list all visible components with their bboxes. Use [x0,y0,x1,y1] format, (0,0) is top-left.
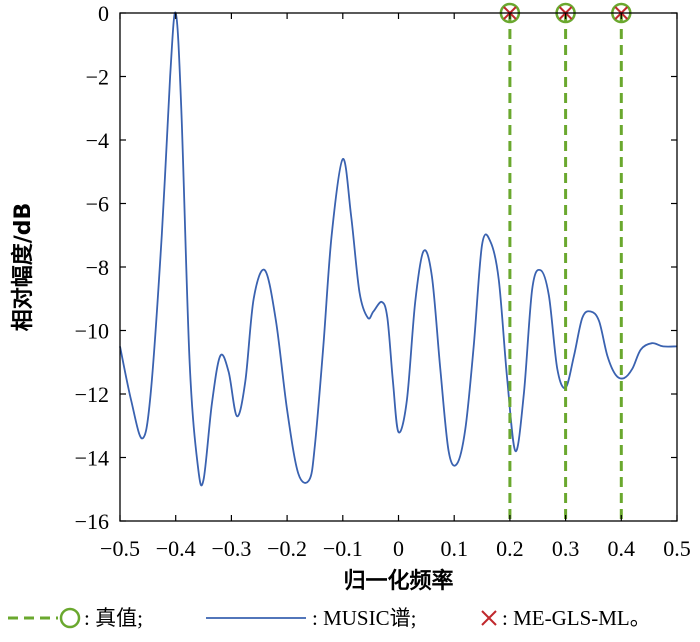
x-tick-label: −0.4 [156,536,196,561]
plot-frame [119,12,678,522]
y-tick-label: −6 [86,192,109,217]
x-tick-label: 0.5 [663,536,691,561]
x-tick-label: −0.3 [211,536,251,561]
y-tick-label: −8 [86,255,109,280]
x-tick-label: −0.5 [100,536,140,561]
legend-music-label: : MUSIC谱; [312,606,416,630]
x-tick-label: 0.4 [608,536,636,561]
legend-truth-label: : 真值; [84,606,143,630]
y-axis-title: 相对幅度/dB [10,203,36,332]
legend: : 真值; : MUSIC谱; : ME-GLS-ML。 [8,606,651,630]
legend-me-gls-ml-x-marker [481,610,497,626]
x-tick-label: 0 [393,536,404,561]
x-tick-label: 0.3 [552,536,580,561]
y-tick-label: −4 [86,128,109,153]
y-tick-label: 0 [98,1,109,26]
music-spectrum-line [119,11,678,487]
y-tick-label: −16 [75,509,109,534]
y-tick-label: −2 [86,65,109,90]
y-tick-label: −14 [75,446,109,471]
x-axis-title: 归一化频率 [343,568,453,594]
legend-truth-circle-marker [59,607,81,629]
y-tick-label: −12 [75,382,109,407]
x-tick-label: 0.2 [496,536,524,561]
y-tick-label: −10 [75,319,109,344]
legend-me-gls-ml-label: : ME-GLS-ML。 [502,606,651,630]
x-tick-label: 0.1 [440,536,468,561]
x-tick-label: −0.2 [267,536,307,561]
x-tick-label: −0.1 [323,536,363,561]
